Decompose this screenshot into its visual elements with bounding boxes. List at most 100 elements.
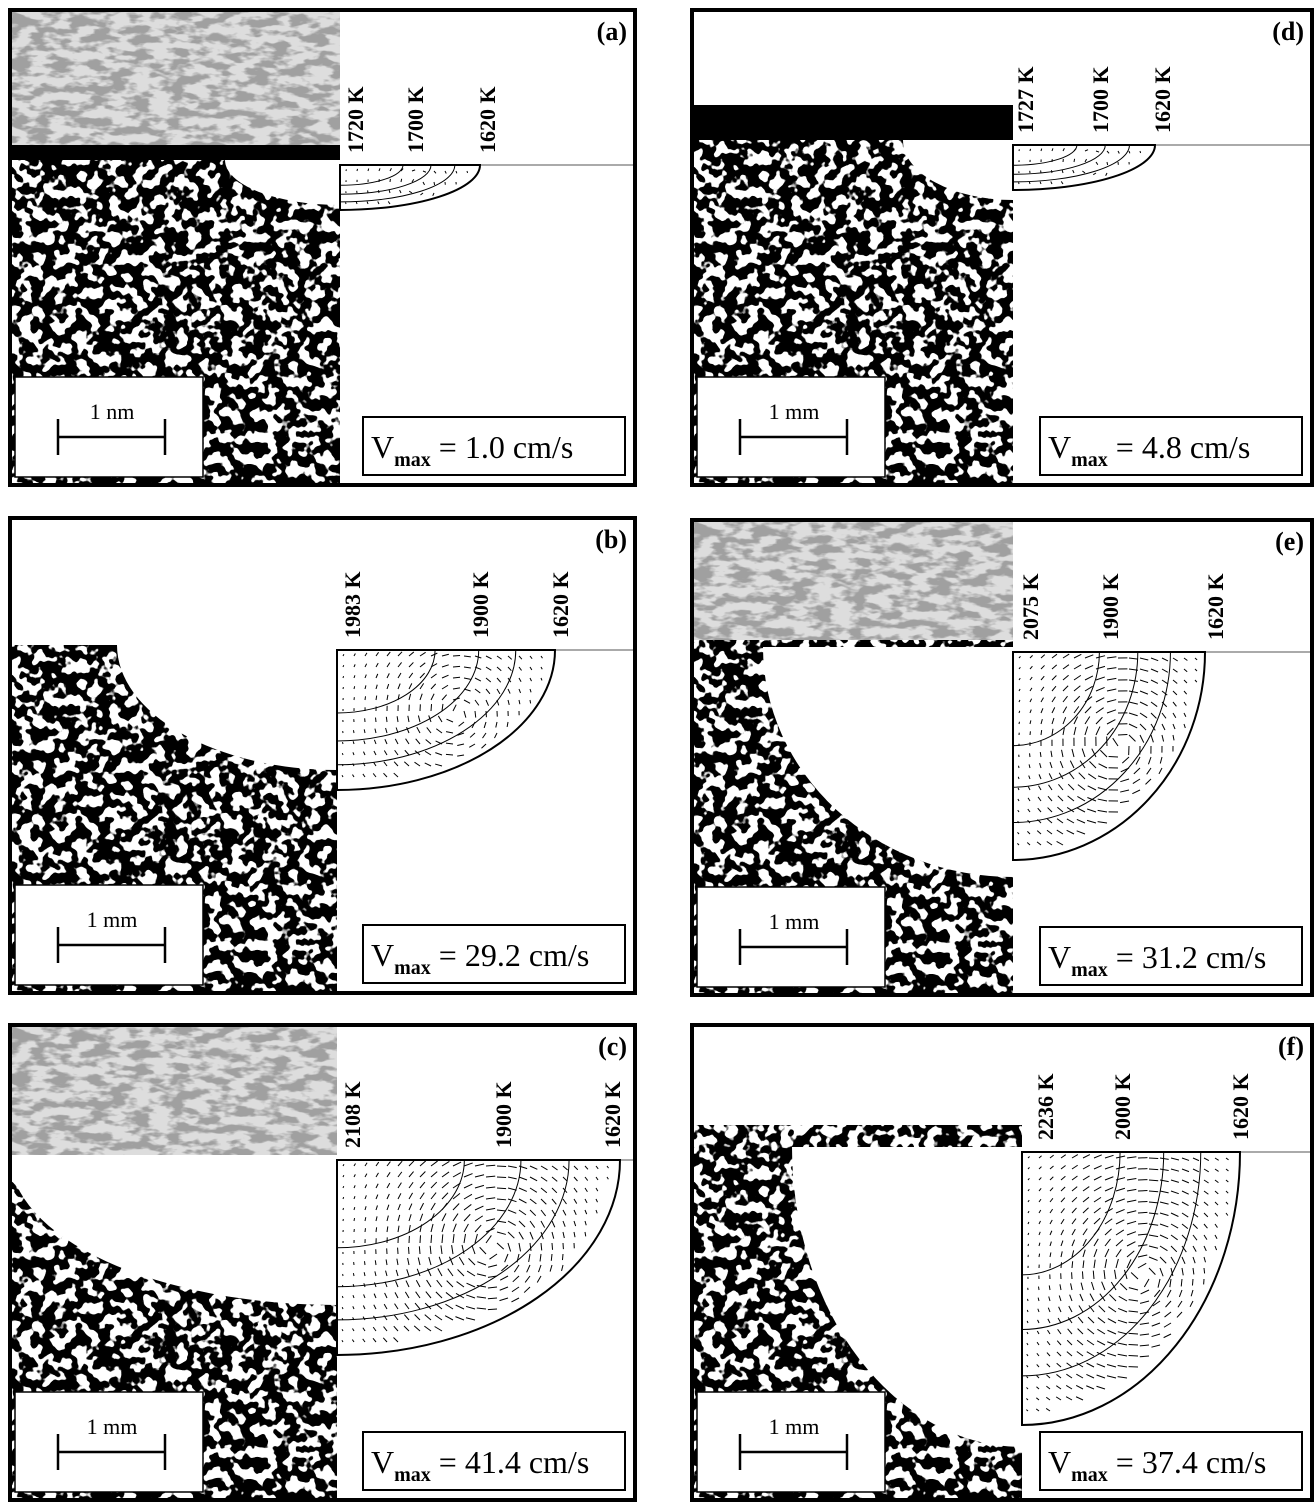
panel: 1727 K1700 K1620 K(d)1 mmVmax= 4.8 cm/s bbox=[692, 10, 1312, 485]
velocity-vector bbox=[431, 1235, 432, 1243]
page: 1720 K1700 K1620 K(a)1 nmVmax= 1.0 cm/s1… bbox=[0, 0, 1314, 1503]
velocity-vector bbox=[552, 1243, 553, 1250]
velocity-vector bbox=[368, 169, 369, 171]
velocity-vector bbox=[378, 190, 379, 193]
velocity-vector bbox=[562, 1254, 563, 1260]
velocity-vector bbox=[343, 665, 344, 667]
scale-box bbox=[15, 1392, 203, 1492]
velocity-vector bbox=[467, 171, 468, 173]
velocity-vector bbox=[342, 753, 343, 755]
vmax-value: = 31.2 cm/s bbox=[1116, 939, 1266, 975]
velocity-vector bbox=[1041, 730, 1042, 735]
micrograph-top-texture bbox=[692, 520, 1013, 640]
vmax-subscript: max bbox=[1071, 1464, 1108, 1486]
velocity-vector bbox=[354, 686, 355, 689]
temperature-label: 1720 K bbox=[343, 86, 368, 153]
vmax-subscript: max bbox=[1071, 449, 1108, 471]
temperature-label: 1700 K bbox=[403, 86, 428, 153]
velocity-vector bbox=[401, 179, 402, 182]
velocity-vector bbox=[1074, 159, 1075, 162]
velocity-vector bbox=[1072, 1261, 1073, 1268]
scale-label: 1 mm bbox=[87, 1414, 138, 1439]
vmax-symbol: V bbox=[1048, 1444, 1071, 1480]
temperature-label: 1900 K bbox=[1098, 573, 1123, 640]
velocity-vector bbox=[1029, 182, 1030, 184]
micrograph-top bbox=[692, 1025, 1022, 1125]
velocity-vector bbox=[343, 1186, 344, 1188]
velocity-vector bbox=[364, 1261, 365, 1265]
velocity-vector bbox=[365, 696, 366, 700]
velocity-vector bbox=[357, 169, 358, 171]
velocity-vector bbox=[1051, 170, 1052, 173]
vmax-value: = 4.8 cm/s bbox=[1116, 429, 1250, 465]
micrograph-top bbox=[10, 518, 337, 645]
velocity-vector bbox=[1028, 1233, 1029, 1235]
velocity-vector bbox=[1082, 1271, 1083, 1279]
velocity-vector bbox=[375, 1260, 376, 1265]
velocity-vector bbox=[354, 1218, 355, 1221]
velocity-vector bbox=[1138, 1201, 1147, 1202]
velocity-vector bbox=[343, 676, 344, 678]
surface-strip bbox=[692, 105, 1013, 140]
velocity-vector bbox=[1028, 1244, 1029, 1246]
velocity-vector bbox=[1019, 711, 1020, 713]
velocity-vector bbox=[1140, 151, 1141, 153]
velocity-vector bbox=[420, 1235, 421, 1243]
micrograph-top bbox=[692, 10, 1013, 105]
scale-label: 1 nm bbox=[90, 399, 135, 424]
velocity-vector bbox=[1107, 162, 1108, 165]
vmax-subscript: max bbox=[1071, 959, 1108, 981]
figure: 1720 K1700 K1620 K(a)1 nmVmax= 1.0 cm/s1… bbox=[0, 0, 1314, 1503]
velocity-vector bbox=[353, 1273, 354, 1276]
velocity-vector bbox=[342, 1307, 343, 1309]
scale-label: 1 mm bbox=[769, 1414, 820, 1439]
scale-box bbox=[15, 377, 203, 477]
panel-label: (c) bbox=[598, 1032, 627, 1061]
panel: 1983 K1900 K1620 K(b)1 mmVmax= 29.2 cm/s bbox=[10, 518, 635, 993]
vmax-subscript: max bbox=[394, 449, 431, 471]
velocity-vector bbox=[1038, 1287, 1039, 1290]
velocity-vector bbox=[497, 1188, 506, 1189]
velocity-vector bbox=[386, 717, 387, 722]
panel: 2236 K2000 K1620 K(f)1 mmVmax= 37.4 cm/s bbox=[692, 1025, 1312, 1500]
velocity-vector bbox=[1039, 1254, 1040, 1257]
panel-label: (b) bbox=[595, 525, 627, 554]
velocity-vector bbox=[488, 1309, 497, 1310]
temperature-label: 1620 K bbox=[1228, 1073, 1253, 1140]
velocity-vector bbox=[1149, 1180, 1158, 1181]
velocity-vector bbox=[376, 696, 377, 700]
velocity-vector bbox=[419, 1246, 420, 1254]
vmax-value: = 37.4 cm/s bbox=[1116, 1444, 1266, 1480]
panel: 2075 K1900 K1620 K(e)1 mmVmax= 31.2 cm/s bbox=[692, 520, 1312, 995]
temperature-label: 1700 K bbox=[1088, 66, 1113, 133]
velocity-vector bbox=[1027, 1310, 1028, 1312]
temperature-label: 2000 K bbox=[1110, 1073, 1135, 1140]
velocity-vector bbox=[1041, 149, 1042, 151]
velocity-vector bbox=[376, 1227, 377, 1232]
simulation-area bbox=[340, 10, 635, 485]
scale-box bbox=[697, 887, 885, 987]
velocity-vector bbox=[497, 1177, 506, 1178]
scale-box bbox=[697, 377, 885, 477]
temperature-label: 1620 K bbox=[548, 571, 573, 638]
temperature-label: 1620 K bbox=[600, 1081, 625, 1148]
velocity-vector bbox=[1204, 1268, 1205, 1273]
panel: 2108 K1900 K1620 K(c)1 mmVmax= 41.4 cm/s bbox=[10, 1025, 635, 1500]
velocity-vector bbox=[1138, 1212, 1147, 1213]
vmax-subscript: max bbox=[394, 957, 431, 979]
velocity-vector bbox=[434, 182, 435, 185]
scale-label: 1 mm bbox=[87, 907, 138, 932]
scale-box bbox=[697, 1392, 885, 1492]
velocity-vector bbox=[356, 202, 357, 204]
velocity-vector bbox=[343, 1197, 344, 1199]
vmax-symbol: V bbox=[1048, 429, 1071, 465]
scale-label: 1 mm bbox=[769, 399, 820, 424]
panel-label: (d) bbox=[1272, 17, 1304, 46]
temperature-label: 1620 K bbox=[1203, 573, 1228, 640]
panel-label: (a) bbox=[597, 17, 627, 46]
scale-box bbox=[15, 885, 203, 985]
temperature-label: 2075 K bbox=[1018, 573, 1043, 640]
velocity-vector bbox=[1149, 1158, 1158, 1159]
temperature-label: 2108 K bbox=[340, 1081, 365, 1148]
temperature-label: 1900 K bbox=[468, 571, 493, 638]
